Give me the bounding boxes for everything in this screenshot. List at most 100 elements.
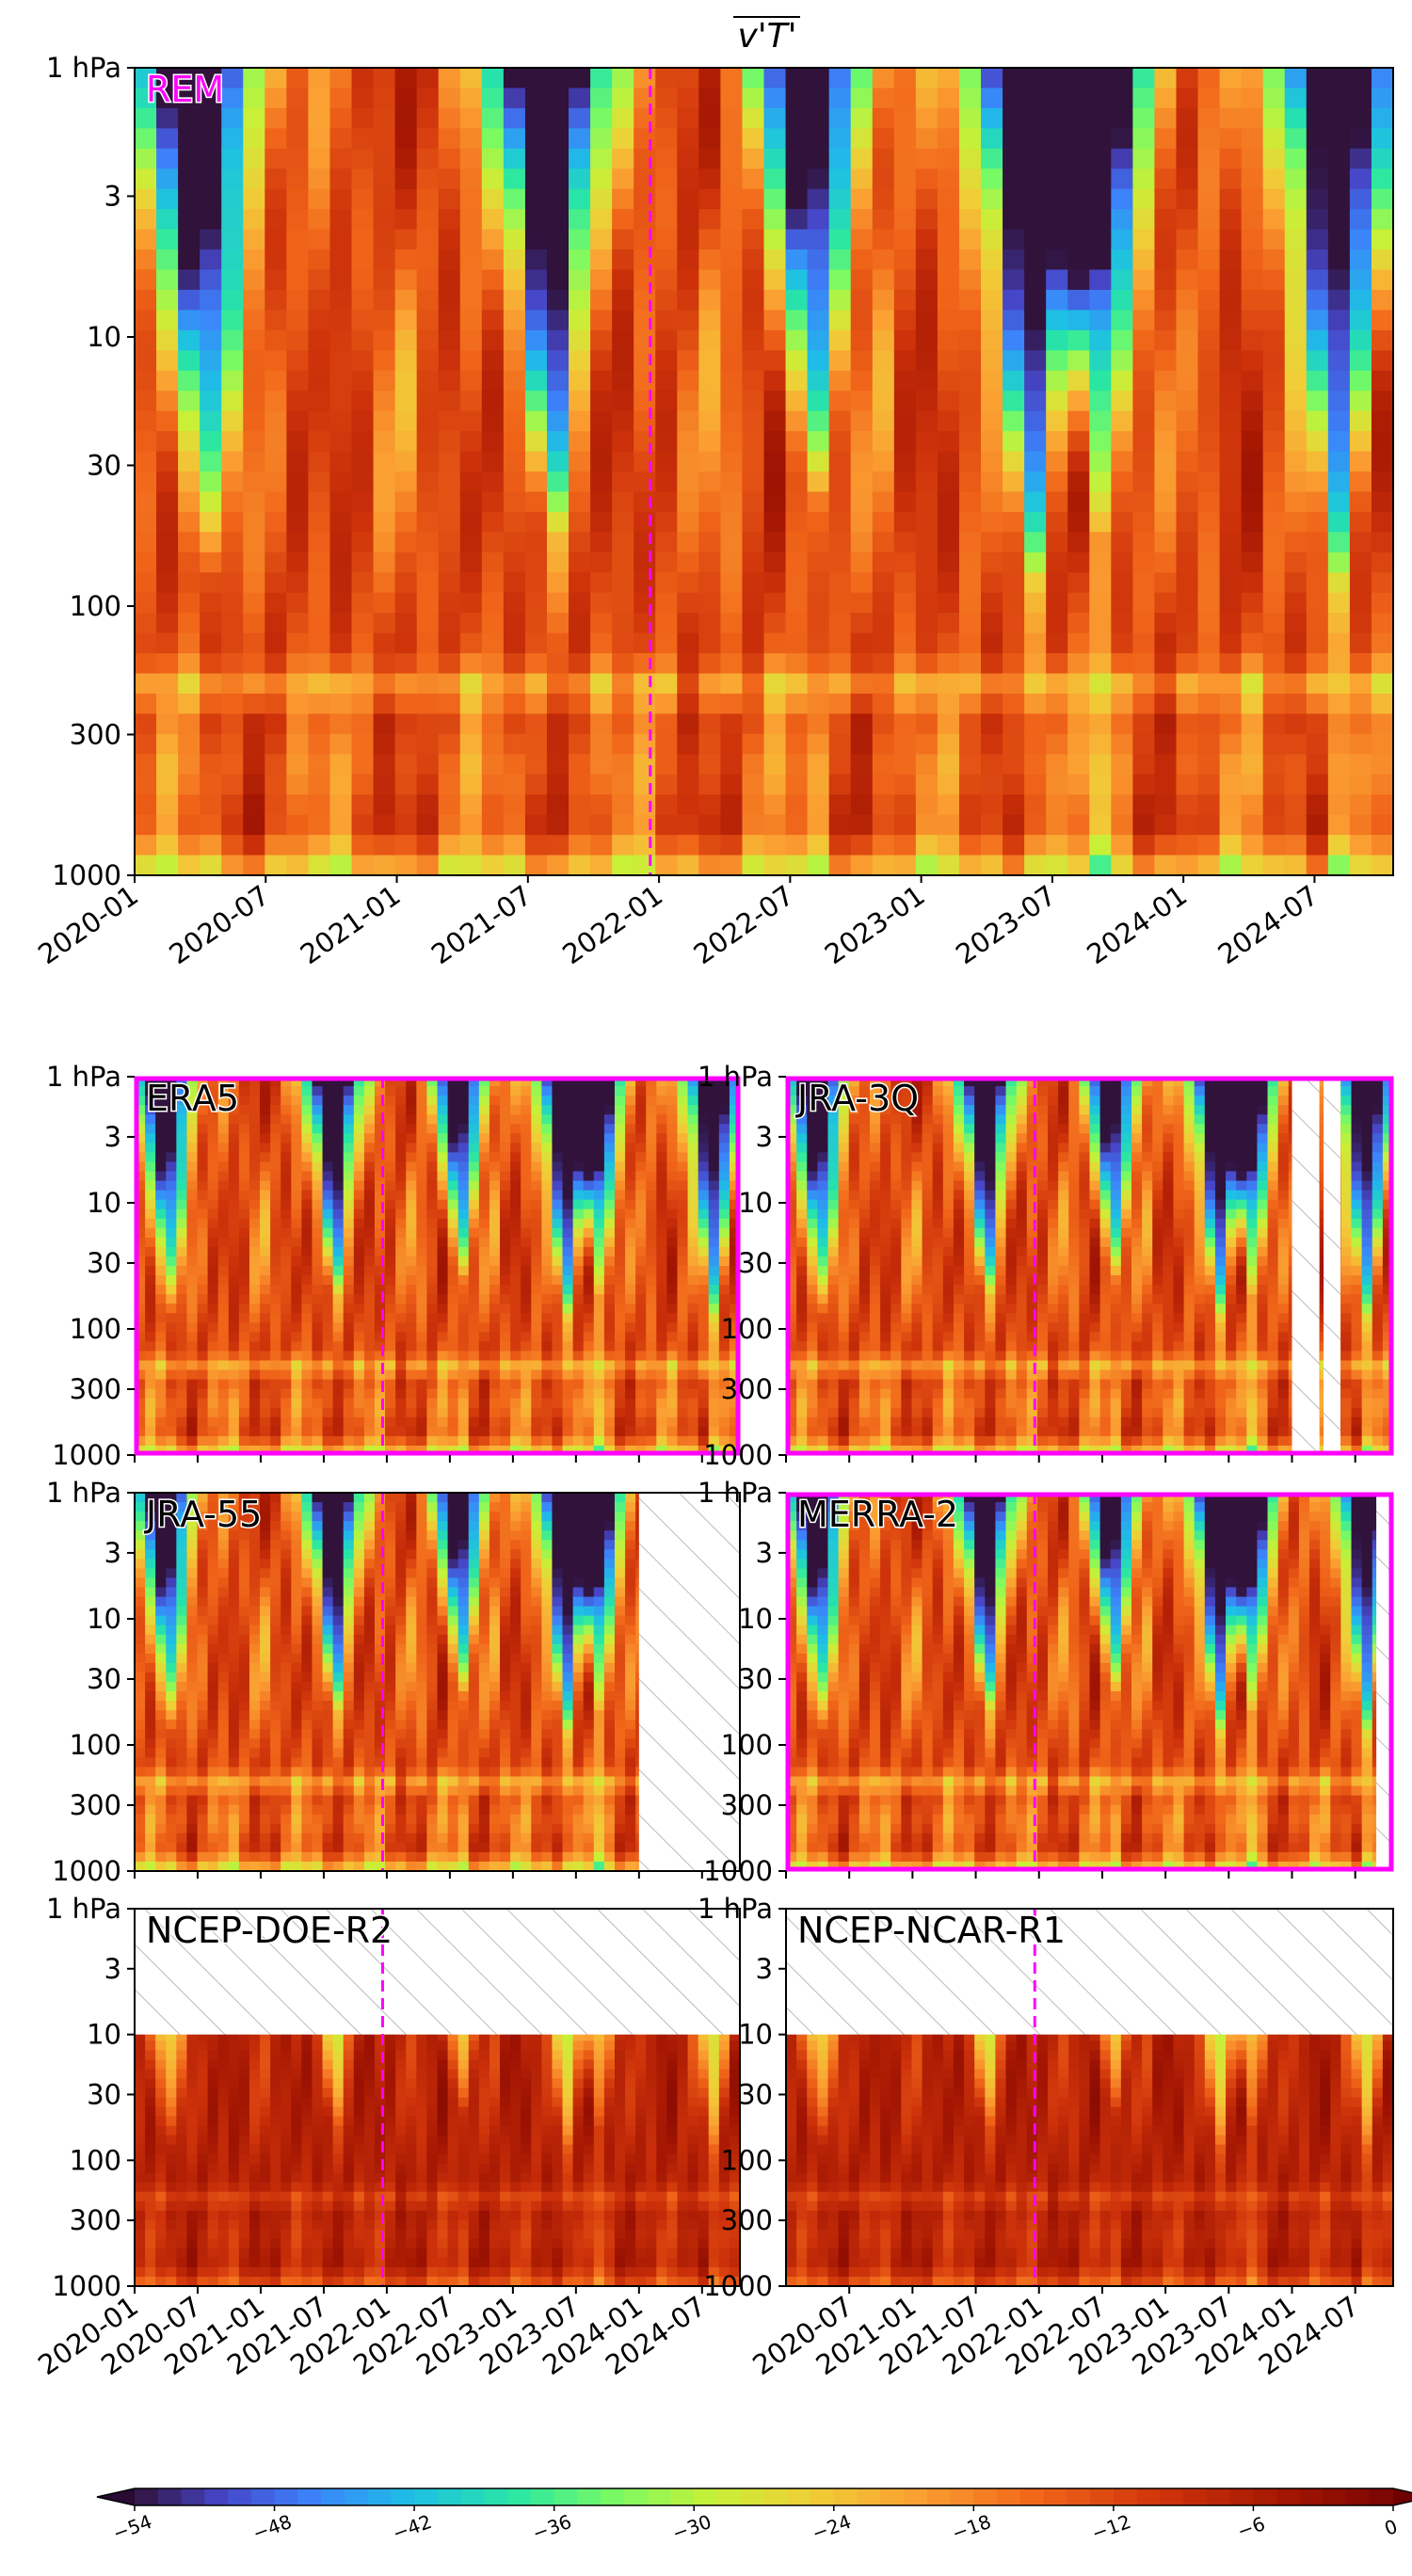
heat-cell: [437, 1285, 449, 1295]
heat-cell: [1089, 552, 1112, 573]
heat-cell: [1089, 794, 1112, 816]
heat-cell: [850, 431, 874, 453]
heat-cell: [322, 1096, 334, 1106]
heat-cell: [426, 1341, 439, 1352]
heat-cell: [677, 1161, 689, 1173]
heat-cell: [1154, 88, 1178, 109]
heat-cell: [603, 1180, 616, 1192]
heat-cell: [395, 1227, 407, 1239]
heat-cell: [872, 592, 895, 614]
heat-cell: [363, 1218, 376, 1229]
heat-cell: [1154, 794, 1178, 816]
heat-cell: [677, 1322, 689, 1333]
heat-cell: [569, 653, 591, 675]
heat-cell: [207, 1351, 219, 1362]
heat-cell: [243, 855, 265, 875]
heat-cell: [135, 269, 157, 291]
heat-cell: [850, 552, 874, 573]
heat-cell: [503, 855, 526, 875]
heat-cell: [858, 1077, 871, 1087]
heat-cell: [796, 1171, 808, 1182]
heat-cell: [634, 713, 656, 735]
heat-cell: [281, 1388, 292, 1400]
heat-cell: [438, 835, 461, 856]
heat-cell: [1284, 532, 1308, 553]
heat-cell: [228, 1152, 240, 1163]
heat-cell: [265, 350, 287, 372]
heat-cell: [562, 1246, 574, 1257]
heat-cell: [677, 693, 699, 714]
heat-cell: [655, 613, 678, 634]
heat-cell: [546, 229, 570, 250]
heat-cell: [817, 1190, 829, 1201]
heat-cell: [807, 148, 830, 169]
heat-cell: [343, 1218, 355, 1229]
heat-cell: [1197, 88, 1221, 109]
heat-cell: [656, 1304, 667, 1314]
heat-cell: [265, 391, 287, 412]
heat-cell: [614, 1398, 626, 1409]
heat-cell: [981, 632, 1003, 654]
heat-cell: [176, 1124, 188, 1134]
heat-cell: [634, 754, 656, 776]
heat-cell: [720, 431, 744, 453]
heat-cell: [785, 209, 809, 231]
heat-cell: [478, 1275, 490, 1286]
heat-cell: [807, 1304, 818, 1314]
heat-cell: [426, 1369, 439, 1381]
heat-cell: [228, 1208, 240, 1220]
heat-cell: [698, 1096, 710, 1106]
heat-cell: [243, 249, 265, 271]
heat-cell: [200, 491, 222, 513]
heat-cell: [1306, 329, 1329, 351]
heat-cell: [481, 269, 505, 291]
heat-cell: [521, 1313, 532, 1323]
heat-cell: [249, 1313, 261, 1323]
heat-cell: [828, 794, 852, 816]
heat-cell: [763, 148, 787, 169]
heat-cell: [322, 1114, 334, 1125]
heat-cell: [438, 632, 461, 654]
heat-cell: [915, 289, 939, 311]
heat-cell: [416, 1246, 428, 1257]
heat-cell: [1371, 391, 1393, 412]
heat-cell: [656, 1227, 667, 1239]
heat-cell: [238, 1180, 250, 1192]
heat-cell: [197, 1416, 209, 1428]
heat-cell: [656, 1133, 667, 1144]
heat-cell: [416, 1435, 428, 1447]
heat-cell: [385, 1341, 396, 1352]
heat-cell: [981, 794, 1003, 816]
heat-cell: [1241, 733, 1264, 755]
heat-cell: [937, 451, 960, 472]
heat-cell: [270, 1124, 281, 1134]
heat-cell: [1327, 613, 1351, 634]
heat-cell: [817, 1077, 829, 1087]
heat-cell: [625, 1256, 636, 1267]
heat-cell: [1306, 552, 1329, 573]
heat-cell: [546, 68, 570, 89]
heat-cell: [593, 1237, 605, 1248]
heat-cell: [958, 209, 982, 231]
heat-cell: [166, 1379, 177, 1390]
heat-cell: [510, 1105, 521, 1115]
heat-cell: [612, 88, 634, 109]
heat-cell: [243, 350, 265, 372]
heat-cell: [614, 1426, 626, 1437]
heat-cell: [742, 168, 765, 190]
heat-cell: [353, 1266, 365, 1276]
heat-cell: [656, 1105, 667, 1115]
heat-cell: [468, 1133, 480, 1144]
heat-cell: [329, 410, 353, 432]
heat-cell: [625, 1369, 636, 1381]
heat-cell: [447, 1332, 459, 1342]
heat-cell: [1327, 310, 1351, 331]
heat-cell: [249, 1096, 261, 1106]
heat-cell: [850, 855, 874, 875]
heat-cell: [872, 391, 895, 412]
heat-cell: [635, 1341, 647, 1352]
heat-cell: [572, 1435, 585, 1447]
heat-cell: [603, 1294, 616, 1304]
heat-cell: [468, 1294, 480, 1304]
heat-cell: [838, 1208, 850, 1220]
